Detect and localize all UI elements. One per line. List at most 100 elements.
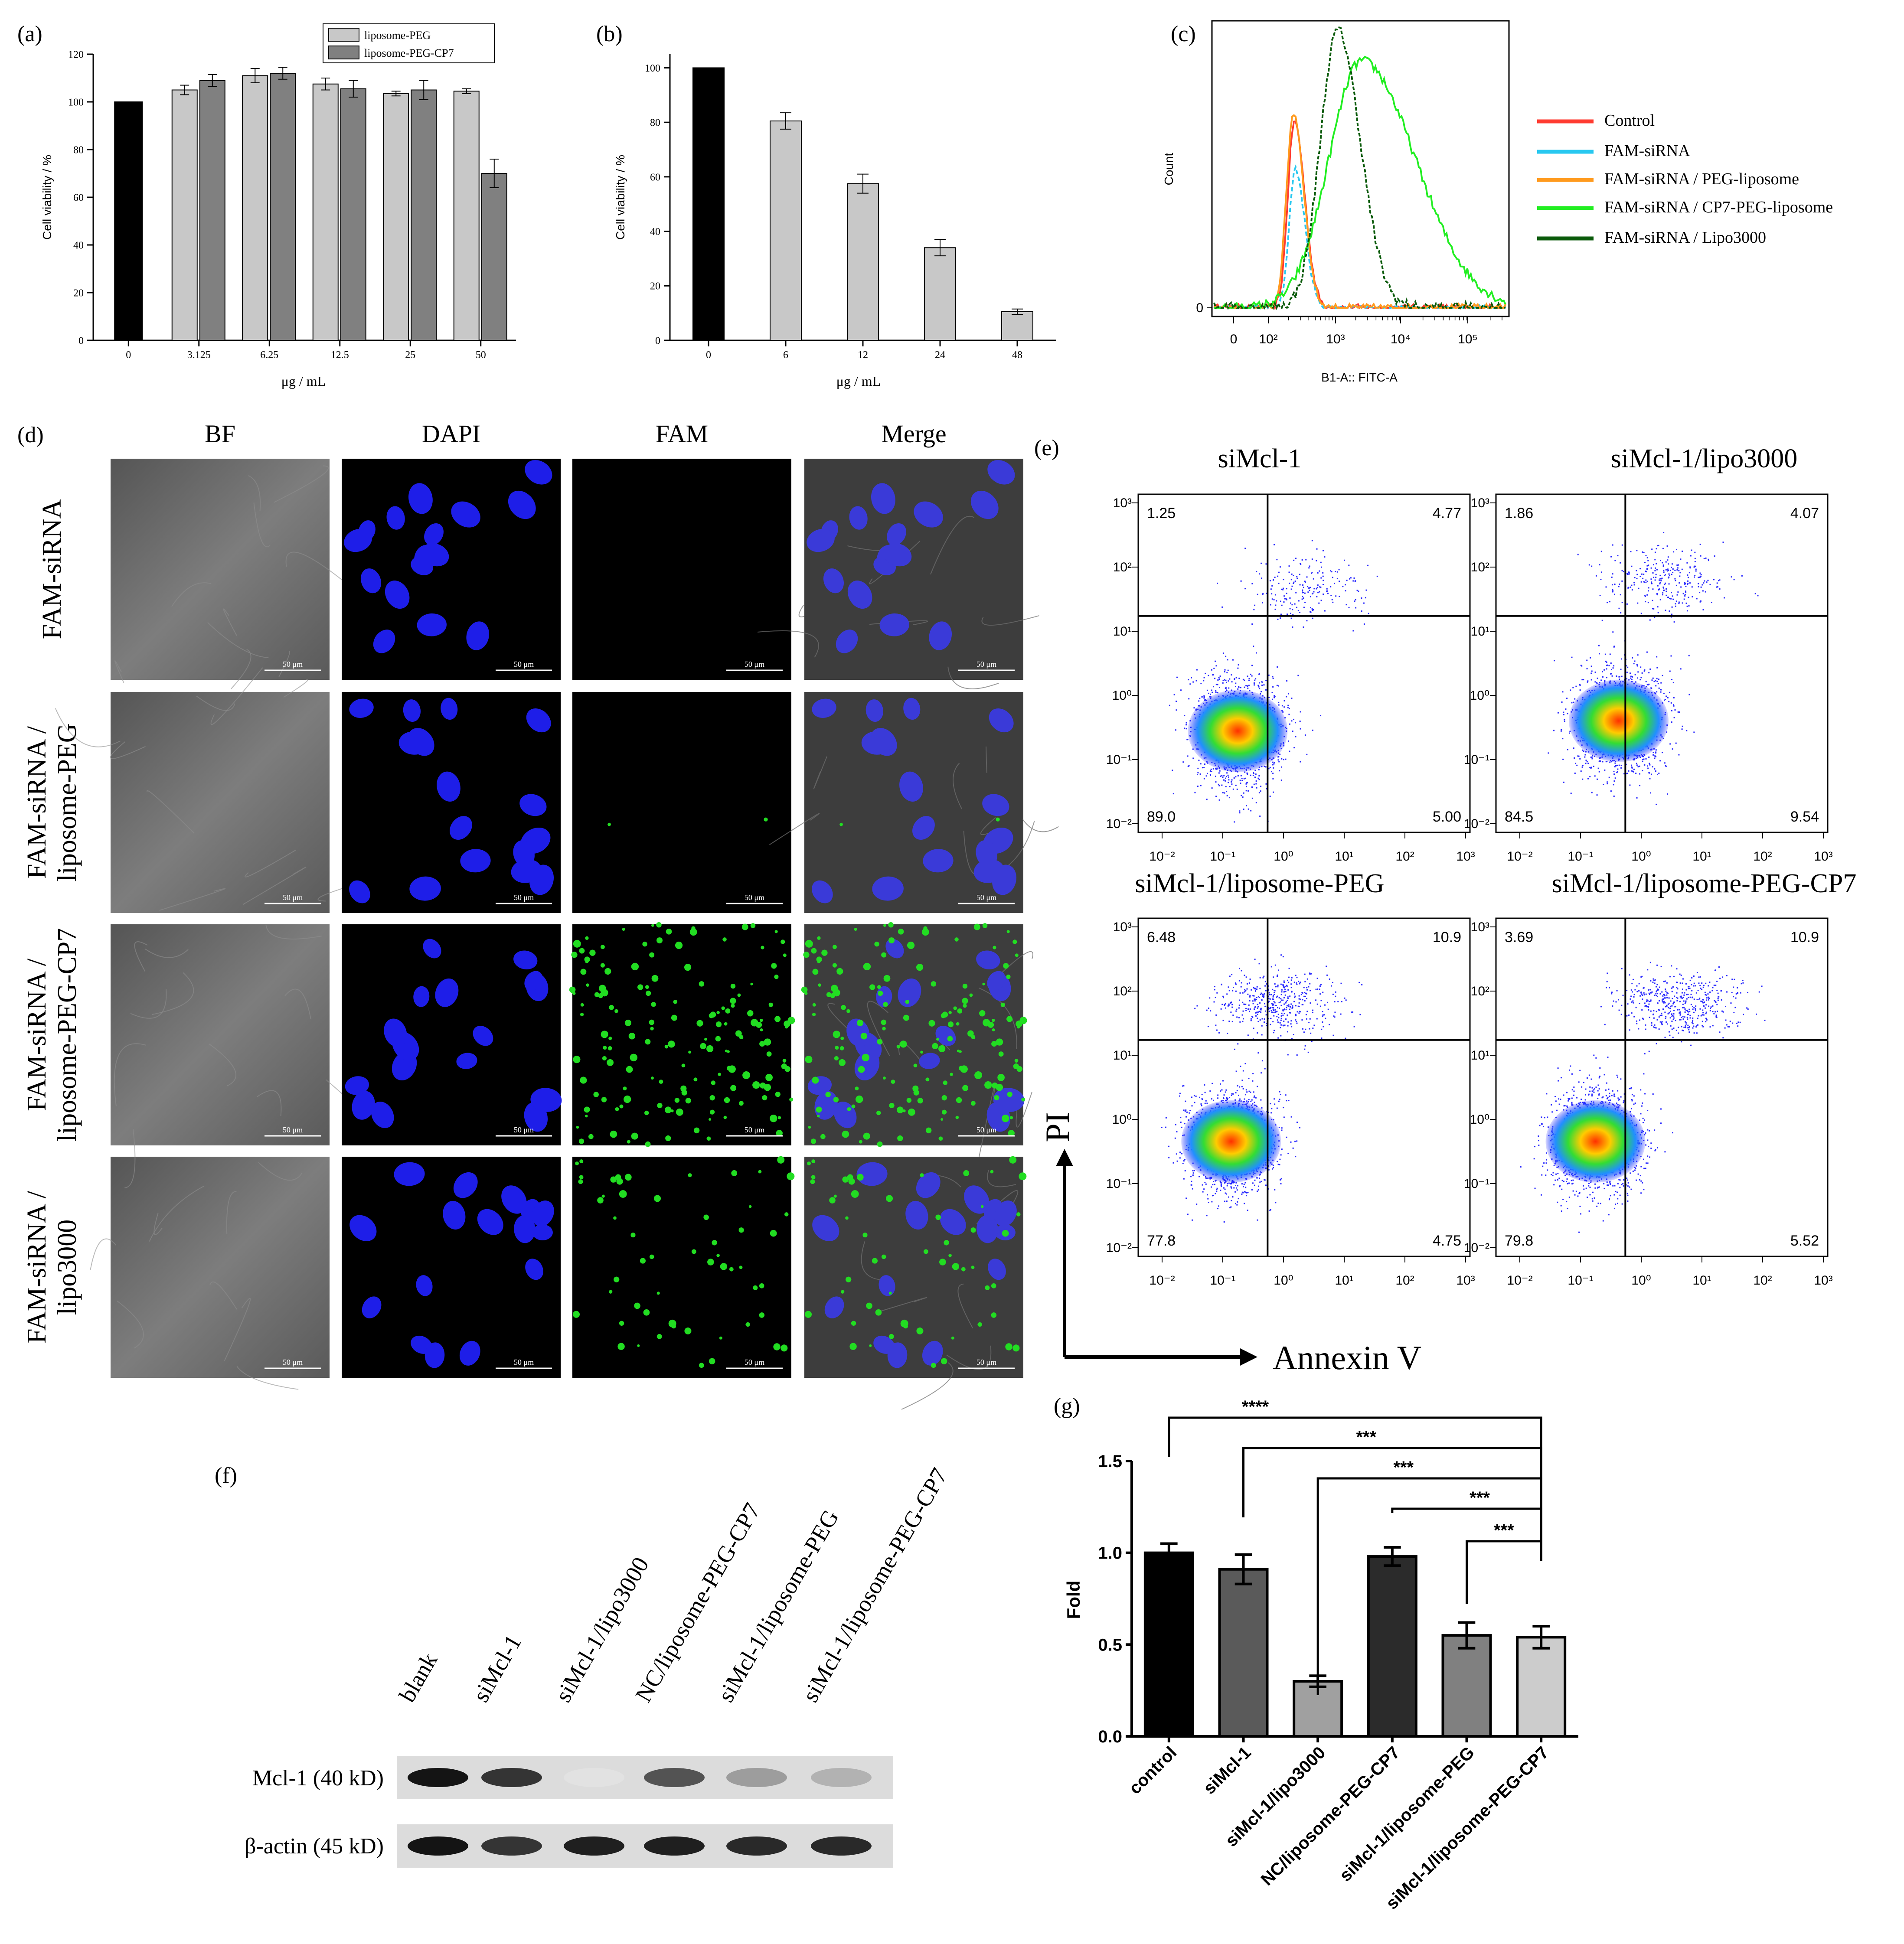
fam-spot	[608, 1037, 612, 1040]
event-dot	[1346, 604, 1347, 606]
nucleus	[919, 1053, 940, 1069]
event-dot	[1224, 669, 1226, 671]
fam-spot	[932, 1043, 938, 1050]
event-dot	[1336, 571, 1338, 573]
nucleus	[435, 978, 459, 1007]
event-dot	[1666, 695, 1667, 697]
event-dot	[1258, 673, 1260, 675]
event-dot	[1226, 672, 1228, 674]
event-dot	[1255, 783, 1257, 785]
fam-spot	[619, 1190, 627, 1198]
event-dot	[1289, 608, 1291, 610]
event-dot	[1691, 549, 1692, 551]
event-dot	[1656, 569, 1658, 571]
fam-spot	[752, 1081, 760, 1089]
event-dot	[1212, 1195, 1214, 1197]
event-dot	[1659, 588, 1660, 590]
event-dot	[1670, 570, 1672, 571]
event-dot	[1255, 802, 1257, 804]
event-dot	[1215, 660, 1216, 662]
fam-spot	[715, 1036, 721, 1042]
micro-panel-fam: 50 μm	[572, 1156, 795, 1378]
event-dot	[1660, 578, 1662, 580]
micro-panel-dapi: 50 μm	[342, 692, 561, 913]
fam-spot	[601, 1194, 605, 1198]
fam-spot	[696, 1020, 703, 1027]
fam-spot	[777, 1156, 785, 1164]
event-dot	[1682, 550, 1683, 552]
event-dot	[1250, 774, 1251, 776]
event-dot	[1199, 1096, 1200, 1098]
event-dot	[1289, 750, 1290, 752]
x-tick-label: 10³	[1326, 332, 1345, 346]
event-dot	[1240, 580, 1242, 582]
event-dot	[1231, 779, 1233, 781]
event-dot	[1566, 698, 1568, 699]
event-dot	[1671, 592, 1672, 594]
event-dot	[1215, 796, 1217, 797]
plot-frame	[1211, 20, 1510, 317]
event-dot	[1232, 659, 1234, 661]
event-dot	[1630, 551, 1632, 552]
event-dot	[1652, 677, 1654, 679]
fam-spot	[812, 969, 819, 975]
event-dot	[1718, 580, 1720, 581]
event-dot	[1246, 786, 1248, 787]
event-dot	[1675, 584, 1677, 586]
event-dot	[1655, 574, 1657, 575]
event-dot	[1307, 591, 1309, 593]
fam-spot	[723, 1116, 727, 1119]
nucleus	[976, 1215, 998, 1243]
event-dot	[1630, 675, 1632, 677]
event-dot	[1231, 783, 1233, 785]
fam-spot	[586, 983, 589, 987]
event-dot	[1645, 555, 1647, 557]
fam-spot	[1003, 963, 1009, 969]
event-dot	[1680, 668, 1682, 670]
event-dot	[1717, 586, 1718, 588]
nucleus	[807, 528, 835, 552]
fam-spot	[710, 1109, 715, 1115]
event-dot	[1719, 588, 1721, 590]
event-dot	[1667, 697, 1669, 698]
event-dot	[1623, 773, 1625, 775]
event-dot	[1579, 758, 1581, 760]
event-dot	[1281, 766, 1283, 768]
nucleus	[847, 581, 872, 609]
fam-spot	[921, 928, 929, 936]
event-dot	[1253, 609, 1255, 610]
event-dot	[1646, 581, 1648, 582]
row-label: liposome-PEG-CP7	[52, 928, 82, 1142]
fam-spot	[833, 1194, 837, 1198]
fam-spot	[882, 1027, 886, 1031]
event-dot	[1244, 1191, 1245, 1193]
event-dot	[1668, 597, 1669, 598]
event-dot	[1283, 595, 1285, 597]
event-dot	[1257, 685, 1259, 686]
fam-spot	[984, 1081, 992, 1089]
event-dot	[1255, 780, 1257, 782]
event-dot	[1681, 728, 1683, 730]
event-dot	[1216, 1187, 1218, 1189]
event-dot	[1273, 763, 1275, 765]
event-dot	[1714, 555, 1715, 557]
row-label: liposome-PEG	[52, 723, 82, 881]
fam-spot	[630, 1054, 638, 1062]
fam-spot	[656, 937, 663, 944]
event-dot	[1562, 758, 1564, 760]
fam-spot	[847, 1174, 853, 1181]
event-dot	[1309, 565, 1310, 567]
event-dot	[1277, 666, 1278, 668]
event-dot	[1233, 777, 1235, 779]
x-tick-label: 10³	[1814, 849, 1832, 864]
fam-spot	[817, 936, 821, 940]
scale-label: 50 μm	[283, 1358, 303, 1367]
event-dot	[1289, 597, 1291, 599]
cell-outline	[253, 502, 271, 548]
event-dot	[1287, 693, 1289, 695]
cell-outline	[147, 790, 195, 834]
event-dot	[1608, 665, 1610, 666]
event-dot	[1202, 1191, 1204, 1193]
event-dot	[1599, 682, 1600, 684]
